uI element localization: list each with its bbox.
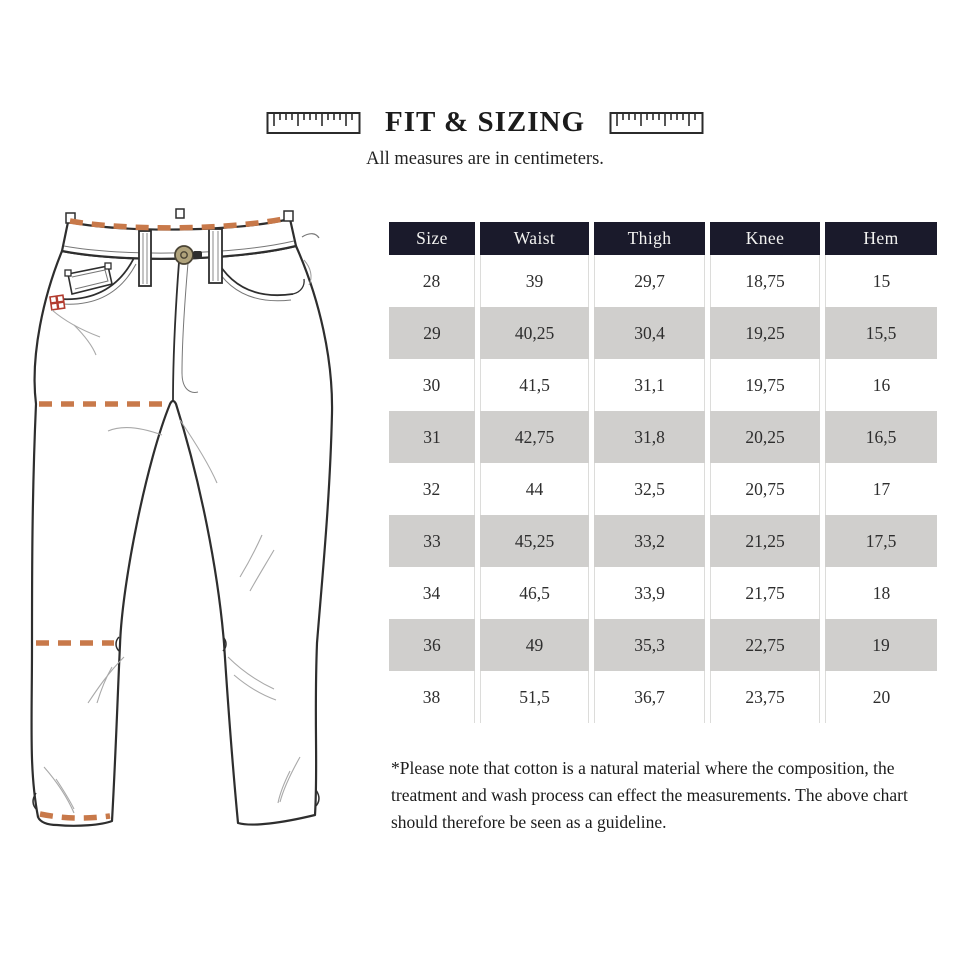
table-row: 33 45,25 33,2 21,25 17,5	[389, 515, 937, 567]
table-cell: 49	[480, 619, 589, 671]
table-cell: 32	[389, 463, 475, 515]
table-cell: 19,25	[710, 307, 820, 359]
belt-loops	[65, 208, 294, 287]
table-cell: 19,75	[710, 359, 820, 411]
jeans-outline	[30, 244, 334, 827]
table-cell: 32,5	[594, 463, 705, 515]
size-table-container: Size Waist Thigh Knee Hem 28 39 29,7 18,75 1…	[384, 222, 942, 723]
table-cell: 39	[480, 255, 589, 307]
waist-measure-line	[69, 215, 289, 231]
table-cell: 21,25	[710, 515, 820, 567]
table-cell: 30,4	[594, 307, 705, 359]
table-cell: 17	[825, 463, 937, 515]
table-cell: 16,5	[825, 411, 937, 463]
table-cell: 46,5	[480, 567, 589, 619]
table-cell: 19	[825, 619, 937, 671]
table-cell: 36,7	[594, 671, 705, 723]
column-header-size: Size	[389, 222, 475, 255]
page-title: FIT & SIZING	[384, 106, 586, 138]
table-cell: 18,75	[710, 255, 820, 307]
column-header-hem: Hem	[825, 222, 937, 255]
table-cell: 31	[389, 411, 475, 463]
table-cell: 16	[825, 359, 937, 411]
column-header-waist: Waist	[480, 222, 589, 255]
table-cell: 41,5	[480, 359, 589, 411]
page-subtitle: All measures are in centimeters.	[366, 149, 604, 169]
page-header: FIT & SIZING	[0, 106, 970, 139]
table-row: 36 49 35,3 22,75 19	[389, 619, 937, 671]
hem-measure-line	[39, 811, 111, 821]
table-cell: 29	[389, 307, 475, 359]
table-cell: 51,5	[480, 671, 589, 723]
brand-patch-icon	[49, 294, 66, 311]
table-cell: 31,8	[594, 411, 705, 463]
table-cell: 15,5	[825, 307, 937, 359]
column-header-knee: Knee	[710, 222, 820, 255]
table-cell: 33	[389, 515, 475, 567]
fly-seam	[172, 261, 180, 402]
table-cell: 30	[389, 359, 475, 411]
table-cell: 20	[825, 671, 937, 723]
ruler-icon	[266, 111, 361, 134]
table-cell: 23,75	[710, 671, 820, 723]
wrinkle-lines	[43, 309, 301, 814]
table-cell: 15	[825, 255, 937, 307]
table-cell: 22,75	[710, 619, 820, 671]
table-cell: 21,75	[710, 567, 820, 619]
table-cell: 36	[389, 619, 475, 671]
ruler-icon	[609, 111, 704, 134]
table-cell: 28	[389, 255, 475, 307]
table-header-row: Size Waist Thigh Knee Hem	[389, 222, 937, 255]
table-row: 31 42,75 31,8 20,25 16,5	[389, 411, 937, 463]
table-cell: 18	[825, 567, 937, 619]
table-cell: 29,7	[594, 255, 705, 307]
table-cell: 44	[480, 463, 589, 515]
left-pocket-seam	[59, 257, 135, 301]
table-cell: 31,1	[594, 359, 705, 411]
table-cell: 40,25	[480, 307, 589, 359]
size-table: Size Waist Thigh Knee Hem 28 39 29,7 18,75 1…	[384, 222, 942, 723]
jeans-button-icon	[174, 245, 202, 265]
table-row: 30 41,5 31,1 19,75 16	[389, 359, 937, 411]
table-cell: 33,9	[594, 567, 705, 619]
column-header-thigh: Thigh	[594, 222, 705, 255]
table-cell: 42,75	[480, 411, 589, 463]
table-cell: 33,2	[594, 515, 705, 567]
table-row: 28 39 29,7 18,75 15	[389, 255, 937, 307]
table-cell: 17,5	[825, 515, 937, 567]
table-cell: 38	[389, 671, 475, 723]
coin-pocket	[64, 262, 113, 295]
table-cell: 20,25	[710, 411, 820, 463]
table-cell: 35,3	[594, 619, 705, 671]
jeans-technical-drawing	[12, 205, 357, 860]
table-cell: 34	[389, 567, 475, 619]
table-row: 32 44 32,5 20,75 17	[389, 463, 937, 515]
footnote: *Please note that cotton is a natural ma…	[391, 758, 908, 833]
table-row: 34 46,5 33,9 21,75 18	[389, 567, 937, 619]
table-row: 29 40,25 30,4 19,25 15,5	[389, 307, 937, 359]
table-cell: 20,75	[710, 463, 820, 515]
table-row: 38 51,5 36,7 23,75 20	[389, 671, 937, 723]
table-cell: 45,25	[480, 515, 589, 567]
